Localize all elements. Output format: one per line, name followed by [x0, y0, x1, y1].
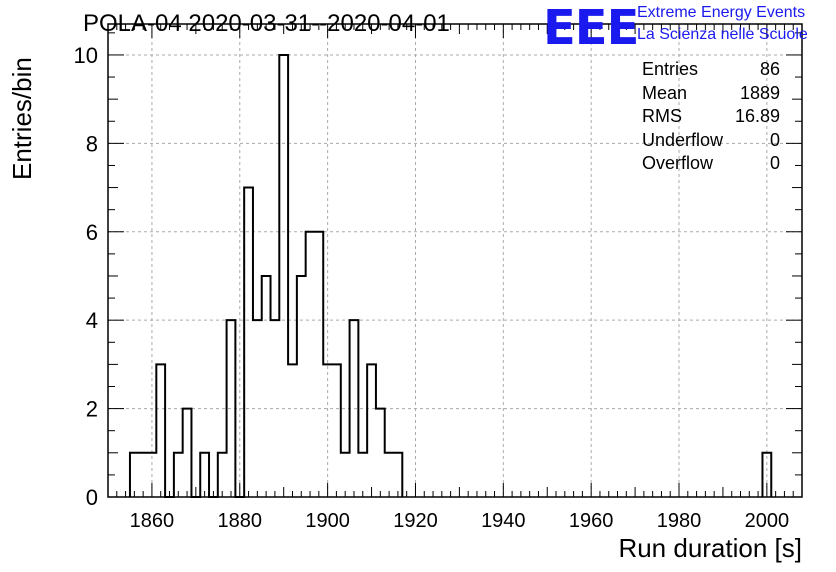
stat-value: 86	[759, 59, 780, 79]
logo-line-2: La Scienza nelle Scuole	[637, 26, 808, 43]
stat-label: Mean	[642, 82, 688, 103]
chart-title: POLA-04 2020-03-31--2020-04-01	[83, 10, 450, 37]
grid-lines	[108, 24, 802, 497]
y-tick-label: 0	[86, 485, 98, 510]
stat-mean: Mean 1889	[642, 82, 780, 106]
x-tick-label: 1960	[569, 510, 614, 532]
x-tick-label: 1900	[305, 510, 350, 532]
stats-box: Entries 86 Mean 1889 RMS 16.89 Underflow…	[642, 58, 780, 176]
y-tick-label: 4	[86, 308, 98, 333]
stat-value: 0	[769, 153, 780, 173]
y-tick-label: 6	[86, 220, 98, 245]
stat-label: Entries	[642, 59, 699, 79]
stat-entries: Entries 86	[642, 58, 780, 82]
tick-labels: 1860 1880 1900 1920 1940 1960 1980 2000 0 2 4 6 8 10	[74, 43, 790, 532]
y-axis-label: Entries/bin	[7, 57, 37, 180]
x-tick-label: 1860	[130, 510, 175, 532]
x-tick-label: 1920	[393, 510, 438, 532]
x-tick-label: 1980	[657, 510, 702, 532]
x-axis-label: Run duration [s]	[618, 533, 802, 563]
y-tick-label: 2	[86, 397, 98, 422]
stat-underflow: Underflow 0	[642, 129, 780, 153]
axis-ticks	[107, 24, 803, 498]
stat-value: 16.89	[734, 106, 780, 126]
stat-label: Underflow	[642, 129, 724, 150]
x-tick-label: 1940	[481, 510, 526, 532]
logo-line-1: Extreme Energy Events	[637, 4, 806, 21]
stat-value: 0	[769, 129, 780, 150]
stat-value: 1889	[739, 82, 780, 103]
histogram-outline	[128, 53, 773, 498]
y-tick-label: 10	[74, 43, 98, 68]
x-tick-label: 2000	[745, 510, 790, 532]
stat-overflow: Overflow 0	[642, 152, 780, 176]
plot-frame	[107, 23, 803, 498]
eee-logo: EEE	[543, 0, 639, 56]
stat-label: Overflow	[642, 153, 714, 173]
y-tick-label: 8	[86, 131, 98, 156]
x-tick-label: 1880	[218, 510, 263, 532]
stat-label: RMS	[642, 106, 682, 126]
stat-rms: RMS 16.89	[642, 105, 780, 129]
